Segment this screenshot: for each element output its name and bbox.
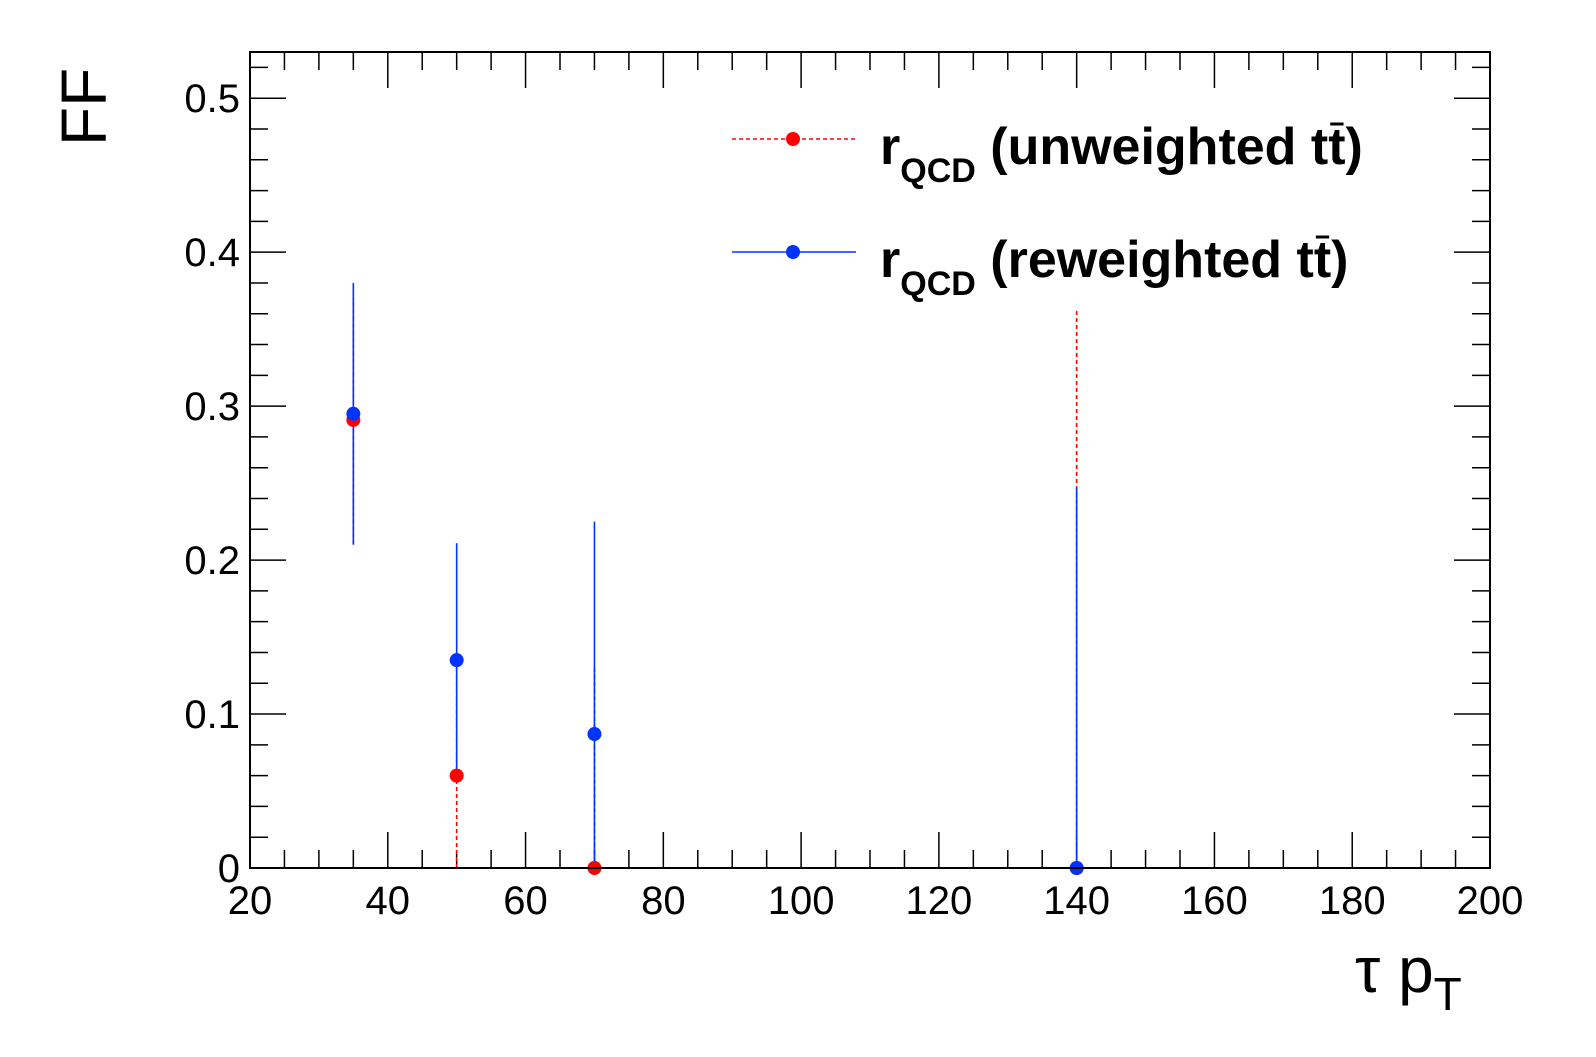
x-tick-label: 120 xyxy=(906,879,973,923)
error-bars xyxy=(352,282,1078,868)
legend-label-series-1: rQCD (unweighted tt) xyxy=(880,118,1363,190)
data-point-series-2 xyxy=(449,653,464,668)
data-point-series-1 xyxy=(449,768,464,783)
legend-marker-series-2 xyxy=(786,245,800,259)
y-axis-title: FF xyxy=(48,68,120,146)
x-tick-label: 80 xyxy=(641,879,686,923)
legend-label-series-2: rQCD (reweighted tt) xyxy=(880,231,1349,303)
x-tick-label: 200 xyxy=(1457,879,1524,923)
legend: rQCD (unweighted tt) rQCD (reweighted tt) xyxy=(732,118,1363,303)
tbar-glyph: t xyxy=(1314,231,1331,289)
x-axis-title: τ pT xyxy=(1355,934,1462,1020)
x-tick-label: 160 xyxy=(1181,879,1248,923)
x-tick-label: 140 xyxy=(1043,879,1110,923)
data-point-series-2 xyxy=(346,406,361,421)
legend-marker-series-1 xyxy=(786,132,800,146)
x-tick-label: 100 xyxy=(768,879,835,923)
x-tick-label: 180 xyxy=(1319,879,1386,923)
data-point-series-2 xyxy=(587,727,602,742)
x-tick-label: 60 xyxy=(503,879,548,923)
x-tick-labels: 20 40 60 80 100 120 140 160 180 200 xyxy=(228,879,1524,923)
plot-frame xyxy=(249,51,1491,869)
x-tick-label: 20 xyxy=(228,879,273,923)
y-tick-label: 0.2 xyxy=(184,539,240,583)
y-tick-label: 0.4 xyxy=(184,231,240,275)
x-axis-title-main: τ p xyxy=(1355,934,1434,1006)
y-tick-labels: 0 0.1 0.2 0.3 0.4 0.5 xyxy=(184,77,240,891)
y-tick-label: 0.3 xyxy=(184,385,240,429)
y-tick-label: 0 xyxy=(218,847,240,891)
y-tick-label: 0.5 xyxy=(184,77,240,121)
data-points xyxy=(346,406,1084,875)
x-axis-title-sub: T xyxy=(1434,968,1462,1020)
y-tick-label: 0.1 xyxy=(184,693,240,737)
x-tick-label: 40 xyxy=(366,879,411,923)
tbar-glyph: t xyxy=(1328,118,1345,176)
